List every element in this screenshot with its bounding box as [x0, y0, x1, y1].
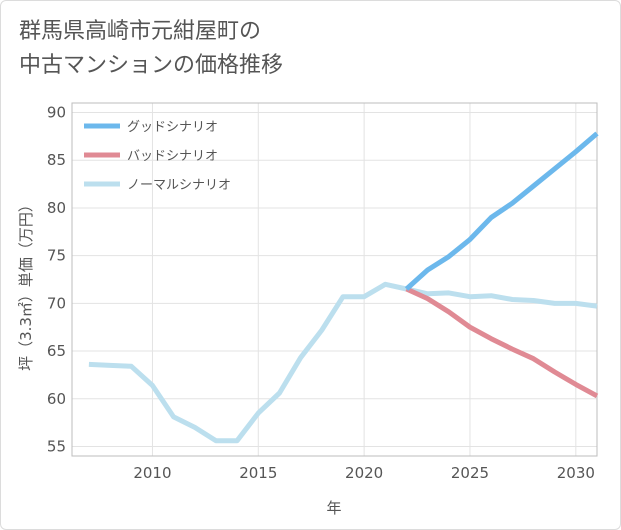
legend-label-0: グッドシナリオ [127, 120, 218, 135]
legend-label-1: バッドシナリオ [127, 149, 218, 164]
y-axis-label: 坪（3.3㎡）単価（万円） [17, 197, 35, 371]
series-line-1 [405, 286, 599, 399]
chart-title: 群馬県高崎市元紺屋町の 中古マンションの価格推移 [19, 15, 283, 83]
y-tick-label-75: 75 [47, 247, 66, 265]
tick-labels: 55 60 65 70 75 80 85 90 2010 2015 2020 2025 2030 [47, 104, 595, 482]
x-tick-label-2020: 2020 [345, 464, 383, 482]
y-tick-label-65: 65 [47, 342, 66, 360]
y-tick-label-85: 85 [47, 151, 66, 169]
plot-frame [71, 102, 598, 457]
legend-label-2: ノーマルシナリオ [127, 178, 231, 193]
y-tick-label-55: 55 [47, 437, 66, 455]
axes [71, 102, 598, 457]
x-axis-label: 年 [326, 499, 341, 517]
series-line-0 [404, 131, 599, 291]
chart-title-line-1: 群馬県高崎市元紺屋町の [19, 19, 262, 44]
y-tick-label-90: 90 [47, 104, 66, 122]
y-tick-label-60: 60 [47, 390, 66, 408]
series-line-2 [88, 281, 598, 444]
x-tick-label-2015: 2015 [239, 464, 277, 482]
chart-title-line-2: 中古マンションの価格推移 [19, 53, 284, 78]
x-tick-label-2030: 2030 [557, 464, 595, 482]
y-tick-label-70: 70 [47, 294, 66, 312]
x-tick-label-2025: 2025 [451, 464, 489, 482]
series-lines [88, 131, 599, 444]
x-tick-label-2010: 2010 [133, 464, 171, 482]
y-tick-label-80: 80 [47, 199, 66, 217]
grid-lines [72, 103, 597, 456]
